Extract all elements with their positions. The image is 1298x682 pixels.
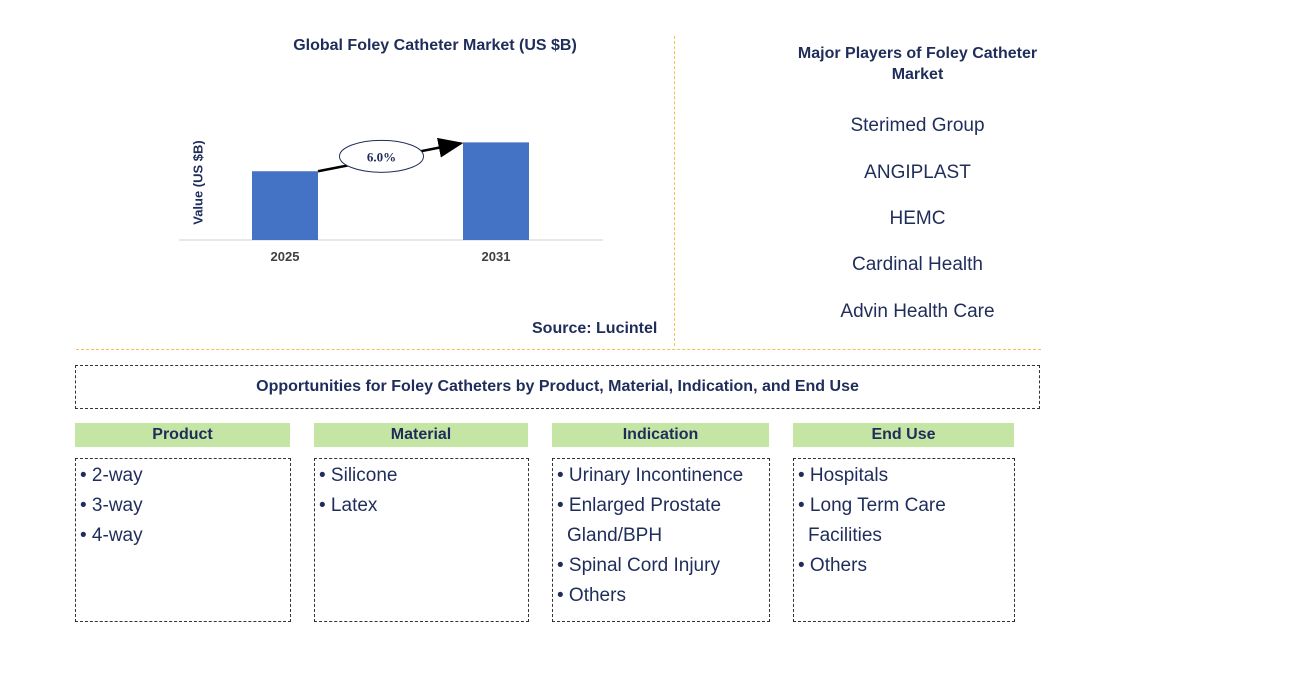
bar-2031 <box>463 142 529 240</box>
player-item: Sterimed Group <box>850 115 985 136</box>
source-note: Source: Lucintel <box>532 320 658 337</box>
list-item: • 3-way <box>80 495 143 516</box>
list-item: • Enlarged Prostate <box>557 495 722 516</box>
list-item: • 4-way <box>80 525 143 546</box>
category-header-material: Material <box>314 423 528 447</box>
list-item: • Others <box>798 555 867 576</box>
x-tick-label: 2025 <box>271 249 300 264</box>
player-item: Advin Health Care <box>840 301 995 322</box>
opportunities-title-box: Opportunities for Foley Catheters by Pro… <box>75 365 1040 409</box>
list-item: • Long Term Care <box>798 495 946 516</box>
category-header-indication: Indication <box>552 423 769 447</box>
player-item: HEMC <box>889 208 946 229</box>
cagr-label: 6.0% <box>367 149 396 164</box>
list-item: • Latex <box>319 495 378 516</box>
list-item: • Others <box>557 585 626 606</box>
horizontal-divider <box>76 349 1041 350</box>
players-title: Major Players of Foley Catheter Market <box>797 45 1038 83</box>
category-list-material: • Silicone • Latex <box>314 458 529 622</box>
category-header-product: Product <box>75 423 290 447</box>
bar-2025 <box>252 171 318 240</box>
category-list-product: • 2-way • 3-way • 4-way <box>75 458 291 622</box>
list-item-continuation: Facilities <box>808 525 882 546</box>
list-item-continuation: Gland/BPH <box>567 525 663 546</box>
list-item: • 2-way <box>80 465 143 486</box>
vertical-divider <box>674 36 675 346</box>
category-header-end-use: End Use <box>793 423 1014 447</box>
category-list-indication: • Urinary Incontinence • Enlarged Prosta… <box>552 458 770 622</box>
player-item: ANGIPLAST <box>864 162 971 183</box>
bar-chart: 2025 2031 6.0% <box>179 137 603 264</box>
list-item: • Hospitals <box>798 465 889 486</box>
list-item: • Silicone <box>319 465 398 486</box>
cagr-bubble <box>339 139 424 173</box>
list-item: • Spinal Cord Injury <box>557 555 720 576</box>
player-item: Cardinal Health <box>852 254 983 275</box>
list-item: • Urinary Incontinence <box>557 465 744 486</box>
opportunities-title: Opportunities for Foley Catheters by Pro… <box>256 378 859 395</box>
x-tick-label: 2031 <box>482 249 511 264</box>
chart-title: Global Foley Catheter Market (US $B) <box>293 37 577 54</box>
category-list-end-use: • Hospitals • Long Term Care Facilities … <box>793 458 1015 622</box>
